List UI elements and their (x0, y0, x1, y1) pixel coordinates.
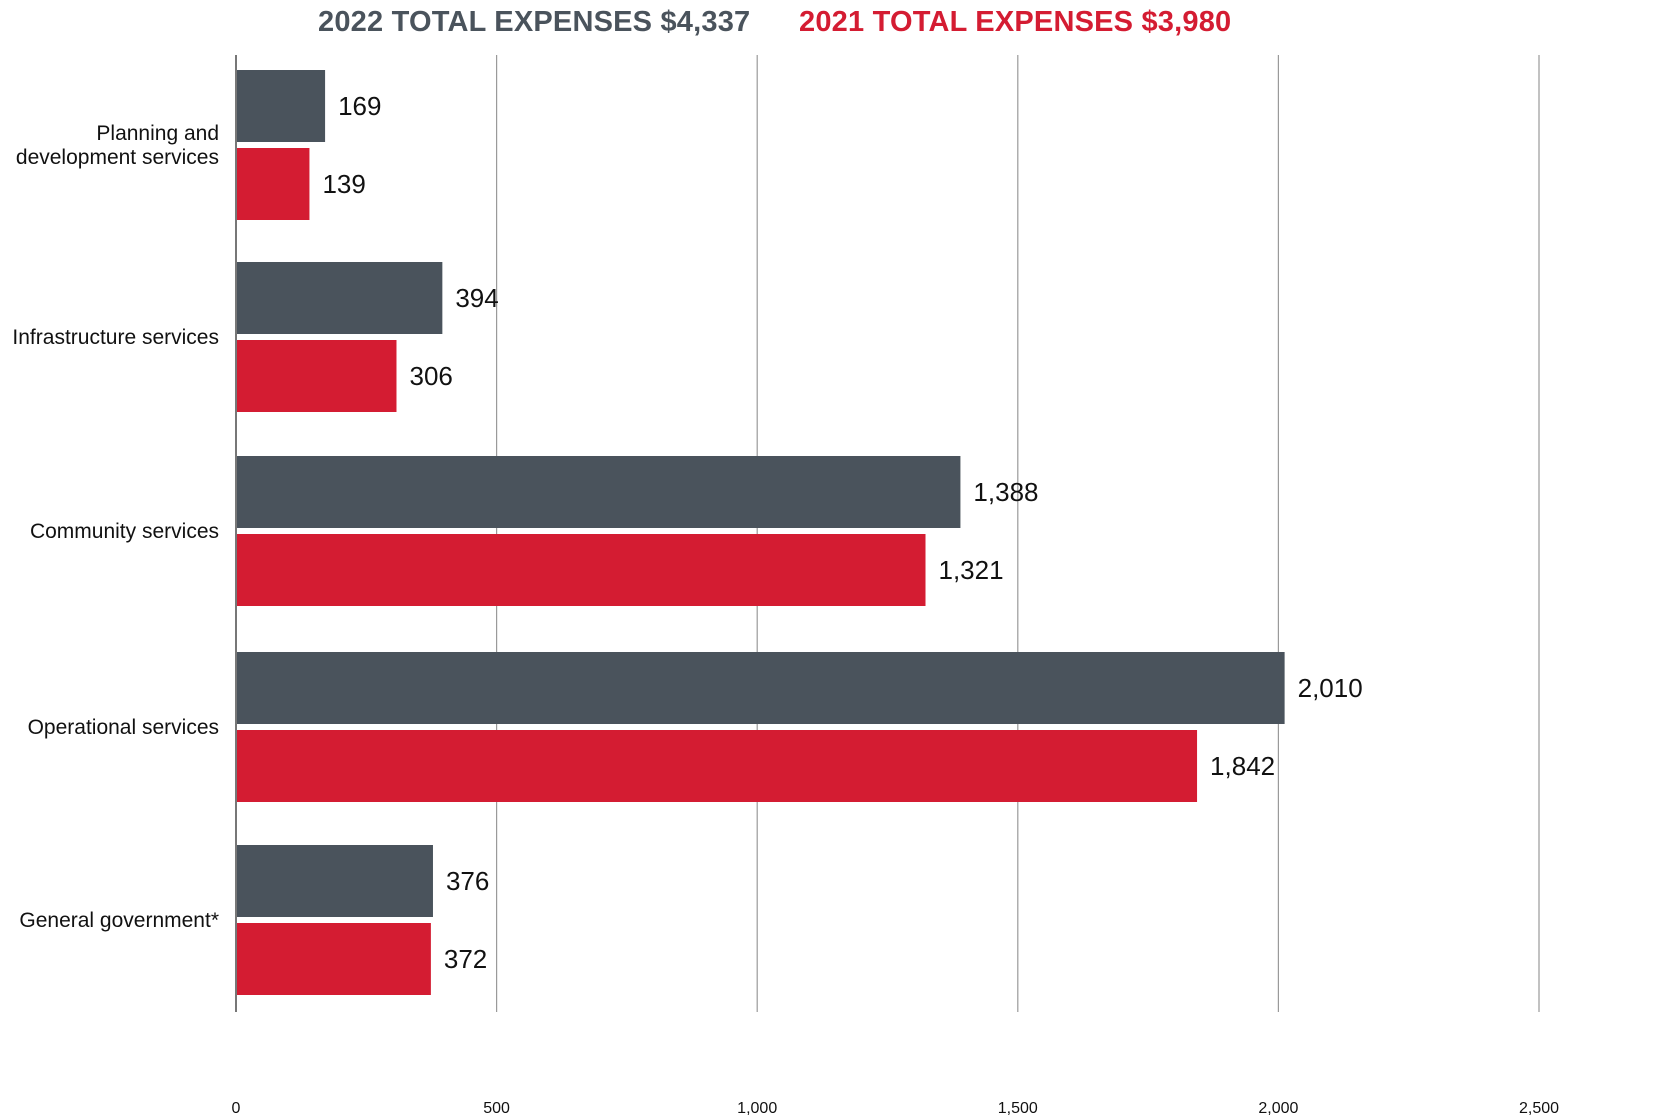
bar-2022 (237, 652, 1285, 724)
category-label-line: Infrastructure services (12, 326, 219, 349)
chart-legend: 2022 TOTAL EXPENSES $4,337 2021 TOTAL EX… (0, 2, 1657, 44)
value-label-2022: 376 (446, 866, 489, 896)
x-tick-label: 1,000 (737, 1100, 777, 1117)
value-label-2022: 394 (455, 283, 498, 313)
category-label: General government* (19, 909, 219, 932)
value-label-2022: 2,010 (1298, 673, 1363, 703)
x-tick-label: 2,000 (1258, 1100, 1298, 1117)
bar-2022 (237, 262, 443, 334)
value-label-2021: 139 (322, 169, 365, 199)
bar-2022 (237, 70, 326, 142)
label-layer: 0 500 1,000 1,500 2,000 2,500 169 139 Planning a… (12, 91, 1559, 1117)
category-label: Planning and development services (16, 122, 219, 169)
legend-item-2022: 2022 TOTAL EXPENSES $4,337 (318, 6, 751, 38)
category-label: Community services (30, 520, 219, 543)
value-label-2021: 306 (409, 361, 452, 391)
bar-2021 (237, 730, 1198, 802)
category-label-line: Community services (30, 520, 219, 543)
bar-2021 (237, 534, 926, 606)
x-tick-label: 500 (483, 1100, 510, 1117)
category-label-line: Planning and (96, 122, 219, 145)
bar-2022 (237, 456, 961, 528)
bar-2021 (237, 148, 310, 220)
legend-item-2021: 2021 TOTAL EXPENSES $3,980 (799, 6, 1232, 38)
category-label-line: General government* (19, 909, 219, 932)
x-tick-label: 0 (232, 1100, 241, 1117)
value-label-2022: 169 (338, 91, 381, 121)
grid-layer (235, 55, 1540, 1012)
category-label: Operational services (28, 716, 219, 739)
bar-2021 (237, 923, 431, 995)
value-label-2021: 1,321 (939, 555, 1004, 585)
category-label-line: development services (16, 146, 219, 169)
value-label-2021: 372 (444, 944, 487, 974)
bar-2021 (237, 340, 397, 412)
category-label-line: Operational services (28, 716, 219, 739)
x-tick-label: 1,500 (998, 1100, 1038, 1117)
value-label-2021: 1,842 (1210, 751, 1275, 781)
category-label: Infrastructure services (12, 326, 219, 349)
bar-layer (237, 70, 1285, 995)
bar-2022 (237, 845, 433, 917)
value-label-2022: 1,388 (973, 477, 1038, 507)
x-tick-label: 2,500 (1519, 1100, 1559, 1117)
